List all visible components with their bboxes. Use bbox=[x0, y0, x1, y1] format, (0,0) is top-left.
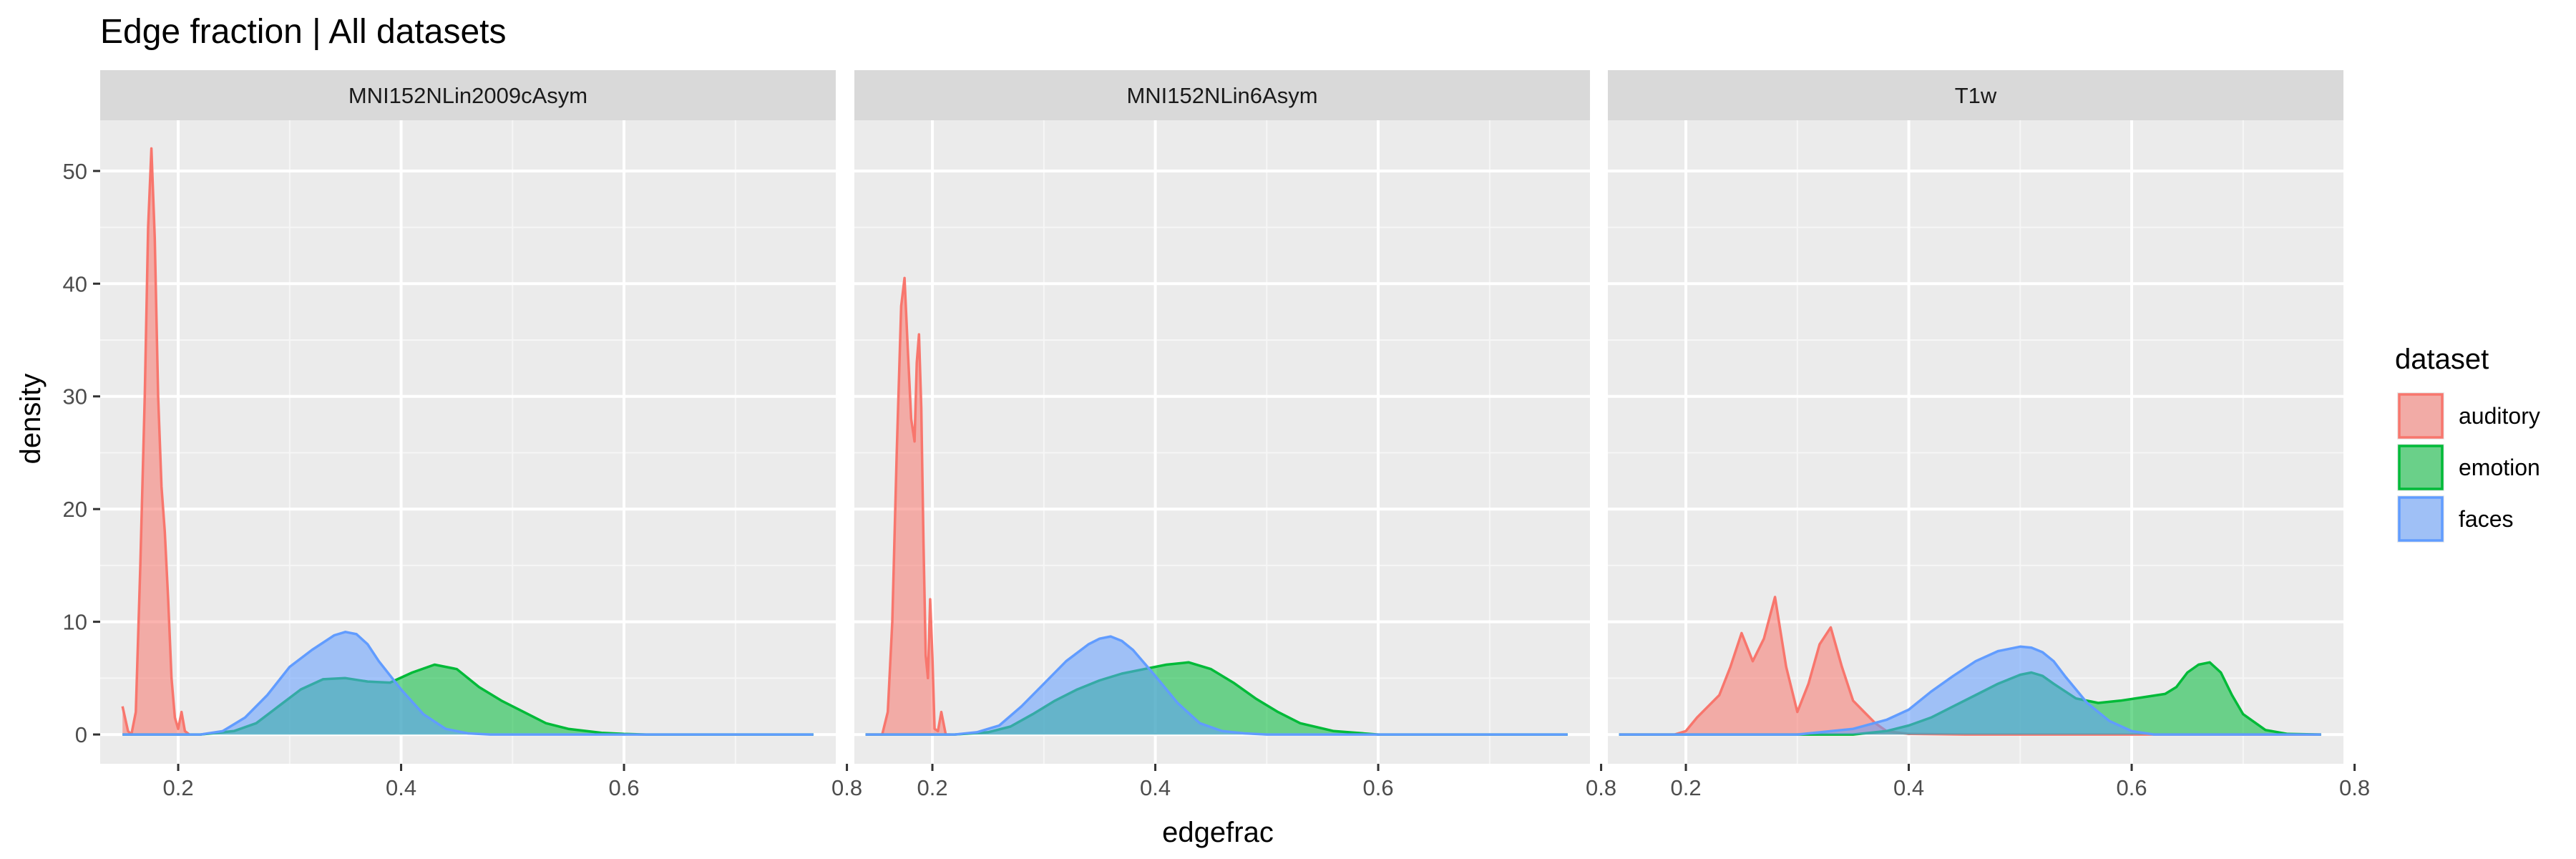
x-tick-label: 0.8 bbox=[2339, 775, 2370, 800]
y-tick-label: 20 bbox=[63, 497, 87, 522]
density-area-faces bbox=[865, 636, 1568, 735]
panel-2: MNI152NLin6Asym 0.2 0.4 0.6 0.8 bbox=[854, 70, 1616, 800]
density-area-faces bbox=[1619, 646, 2321, 735]
x-tick-label: 0.6 bbox=[1363, 775, 1394, 800]
x-tick-label: 0.2 bbox=[1670, 775, 1701, 800]
legend-label-emotion: emotion bbox=[2459, 455, 2540, 480]
density-line-faces bbox=[122, 631, 814, 736]
facet-strip bbox=[854, 70, 1590, 120]
density-line-auditory bbox=[865, 276, 950, 736]
y-axis-title: density bbox=[15, 374, 47, 465]
legend-key-emotion bbox=[2398, 445, 2444, 490]
density-area-auditory bbox=[122, 148, 190, 735]
x-tick-label: 0.4 bbox=[1893, 775, 1924, 800]
y-tick-label: 10 bbox=[63, 610, 87, 635]
legend-key-auditory bbox=[2398, 393, 2444, 439]
x-tick-label: 0.4 bbox=[1140, 775, 1171, 800]
facet-strip-label: MNI152NLin2009cAsym bbox=[348, 83, 587, 108]
panel-1: MNI152NLin2009cAsym 0.2 0.4 0.6 0.8 0 10 20 30 40… bbox=[63, 70, 862, 800]
x-tick-label: 0.8 bbox=[831, 775, 862, 800]
x-tick-label: 0.6 bbox=[2117, 775, 2147, 800]
y-tick-label: 40 bbox=[63, 271, 87, 296]
facet-strip bbox=[100, 70, 836, 120]
y-tick-label: 30 bbox=[63, 384, 87, 409]
facet-strip bbox=[1608, 70, 2343, 120]
x-tick-label: 0.2 bbox=[917, 775, 947, 800]
density-line-auditory bbox=[121, 147, 190, 736]
legend-keys: auditory emotion faces bbox=[2397, 392, 2540, 543]
x-tick-label: 0.4 bbox=[386, 775, 416, 800]
legend-label-faces: faces bbox=[2459, 506, 2513, 532]
x-tick-label: 0.8 bbox=[1586, 775, 1616, 800]
legend-key-faces bbox=[2398, 496, 2444, 542]
density-area-auditory bbox=[865, 278, 950, 735]
legend-title: dataset bbox=[2395, 344, 2489, 375]
panels: MNI152NLin2009cAsym 0.2 0.4 0.6 0.8 0 10 20 30 40… bbox=[63, 70, 2370, 800]
chart-title: Edge fraction | All datasets bbox=[100, 13, 506, 51]
panel-background bbox=[854, 120, 1590, 764]
panel-3: T1w 0.2 0.4 0.6 0.8 bbox=[1608, 70, 2370, 800]
y-tick-label: 50 bbox=[63, 159, 87, 184]
panel-background bbox=[100, 120, 836, 764]
density-line-faces bbox=[1619, 645, 2321, 736]
facet-strip-label: MNI152NLin6Asym bbox=[1126, 83, 1317, 108]
legend: dataset auditory emotion faces bbox=[2395, 344, 2540, 543]
legend-label-auditory: auditory bbox=[2459, 403, 2540, 429]
y-tick-label: 0 bbox=[75, 722, 87, 747]
x-axis-title: edgefrac bbox=[1162, 817, 1274, 848]
density-area-auditory bbox=[1619, 597, 2321, 735]
x-tick-label: 0.6 bbox=[609, 775, 640, 800]
density-line-faces bbox=[865, 635, 1568, 736]
facet-strip-label: T1w bbox=[1955, 83, 1997, 108]
x-tick-label: 0.2 bbox=[162, 775, 193, 800]
density-area-faces bbox=[122, 631, 814, 735]
